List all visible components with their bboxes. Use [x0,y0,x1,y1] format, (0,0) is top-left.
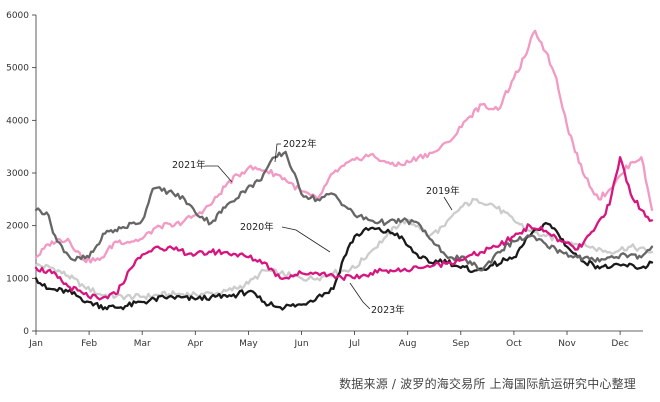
label-2023-leader [349,282,371,310]
x-tick-label: Aug [399,339,417,349]
x-tick-label: Apr [188,339,204,349]
label-2021-leader [205,165,233,183]
series-2020-line [34,221,654,311]
x-tick-label: Mar [134,339,151,349]
y-tick-label: 6000 [6,11,29,21]
label-2022-leader [274,143,281,163]
x-tick-label: Jun [293,339,308,349]
label-2019: 2019年 [426,185,460,197]
x-tick-label: Sep [452,339,469,349]
label-2023: 2023年 [371,304,405,316]
label-2019-leader [443,196,453,211]
y-tick-label: 0 [23,327,29,337]
x-tick-label: Jan [28,339,43,349]
y-tick-label: 3000 [6,169,29,179]
y-tick-label: 5000 [6,64,29,74]
annotation-group: 2019年 2020年 2021年 2022年 2023年 [172,138,460,316]
axes: 0 1000 2000 3000 4000 5000 6000 Jan Feb Mar Apr May… [6,11,643,349]
x-tick-label: May [239,339,258,349]
label-2021: 2021年 [172,159,206,171]
y-tick-label: 2000 [6,222,29,232]
series-group [34,29,654,311]
y-tick-label: 4000 [6,116,29,126]
x-tick-label: Dec [611,339,628,349]
series-2023-line [34,156,654,301]
series-2021-line [34,29,654,264]
label-2020-leader [281,226,331,253]
y-tick-label: 1000 [6,274,29,284]
x-tick-label: Oct [506,339,522,349]
x-tick-label: Nov [558,339,576,349]
series-2022-line [34,150,654,272]
source-note: 数据来源 / 波罗的海交易所 上海国际航运研究中心整理 [339,377,636,391]
x-tick-label: Feb [81,339,97,349]
label-2020: 2020年 [240,221,274,233]
x-tick-label: Jul [348,339,360,349]
label-2022: 2022年 [283,138,317,150]
